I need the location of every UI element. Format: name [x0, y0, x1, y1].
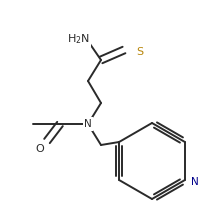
Text: N: N — [84, 119, 92, 129]
Text: $\mathregular{H_2N}$: $\mathregular{H_2N}$ — [66, 32, 89, 46]
Text: O: O — [36, 144, 44, 154]
Text: N: N — [191, 177, 199, 187]
Text: S: S — [136, 47, 143, 57]
